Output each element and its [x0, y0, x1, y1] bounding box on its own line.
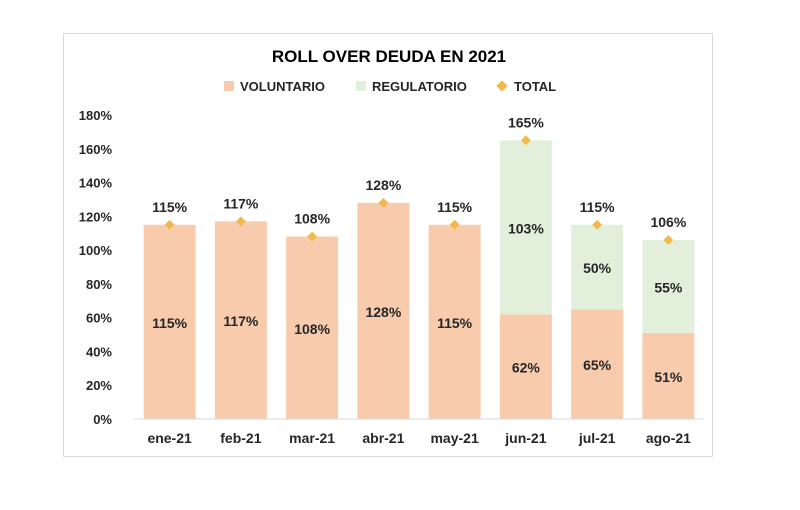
- total-label: 108%: [294, 211, 330, 227]
- bar-voluntario-mar-21: [286, 236, 339, 419]
- y-tick-label: 100%: [79, 243, 113, 258]
- y-tick-label: 40%: [86, 344, 112, 359]
- x-tick-label: jul-21: [578, 430, 616, 446]
- x-tick-label: may-21: [430, 430, 478, 446]
- total-marker-mar-21: [307, 231, 318, 242]
- bar-voluntario-may-21: [428, 224, 481, 419]
- bar-voluntario-ago-21: [642, 332, 695, 419]
- total-marker-feb-21: [235, 216, 246, 227]
- total-label: 117%: [223, 195, 259, 211]
- data-label-voluntario: 115%: [437, 315, 473, 331]
- legend-marker-total: [496, 80, 508, 92]
- total-marker-jul-21: [592, 219, 603, 230]
- total-label: 115%: [580, 199, 616, 215]
- bars: [143, 140, 695, 419]
- y-tick-label: 180%: [79, 108, 113, 123]
- legend-label-regulatorio: REGULATORIO: [372, 79, 467, 94]
- legend-swatch-regulatorio: [356, 81, 366, 91]
- y-tick-label: 20%: [86, 378, 112, 393]
- y-tick-label: 0%: [93, 412, 112, 427]
- data-label-voluntario: 117%: [223, 313, 259, 329]
- bar-voluntario-feb-21: [214, 221, 267, 419]
- x-tick-label: feb-21: [220, 430, 261, 446]
- total-marker-may-21: [449, 219, 460, 230]
- x-tick-label: ago-21: [646, 430, 691, 446]
- bar-regulatorio-jul-21: [571, 224, 624, 310]
- data-label-regulatorio: 55%: [654, 279, 683, 295]
- total-label: 128%: [365, 177, 401, 193]
- data-label-regulatorio: 50%: [583, 260, 612, 276]
- x-tick-label: abr-21: [362, 430, 404, 446]
- bar-labels: 115% 117% 108% 128% 115% 62% 103% 65% 50% 51% 55%: [152, 220, 683, 385]
- data-label-voluntario: 108%: [294, 321, 330, 337]
- total-marker-ago-21: [663, 235, 674, 245]
- y-tick-label: 140%: [79, 176, 113, 191]
- total-marker-ene-21: [164, 219, 175, 230]
- chart-svg: ROLL OVER DEUDA EN 2021 VOLUNTARIO REGULA…: [79, 47, 704, 446]
- data-label-voluntario: 51%: [654, 369, 683, 385]
- x-tick-label: jun-21: [504, 430, 546, 446]
- data-label-voluntario: 65%: [583, 357, 612, 373]
- bar-voluntario-jun-21: [499, 314, 552, 419]
- bar-voluntario-abr-21: [357, 202, 410, 419]
- chart-title: ROLL OVER DEUDA EN 2021: [272, 47, 506, 66]
- y-tick-label: 120%: [79, 209, 113, 224]
- total-label: 115%: [152, 199, 188, 215]
- legend: VOLUNTARIO REGULATORIO TOTAL: [224, 79, 556, 94]
- data-label-regulatorio: 103%: [508, 220, 544, 236]
- bar-voluntario-jul-21: [571, 309, 624, 419]
- x-tick-label: mar-21: [289, 430, 335, 446]
- data-label-voluntario: 115%: [152, 315, 188, 331]
- total-marker-jun-21: [520, 135, 531, 146]
- total-label: 106%: [650, 214, 686, 230]
- x-tick-label: ene-21: [147, 430, 192, 446]
- total-markers: 115% 117% 108% 128% 115% 165% 115% 106%: [152, 114, 687, 245]
- legend-swatch-voluntario: [224, 81, 234, 91]
- x-axis: ene-21 feb-21 mar-21 abr-21 may-21 jun-21 jul-…: [134, 418, 704, 446]
- total-label: 165%: [508, 114, 544, 130]
- data-label-voluntario: 62%: [512, 360, 541, 376]
- chart-frame: ROLL OVER DEUDA EN 2021 VOLUNTARIO REGULA…: [63, 33, 713, 457]
- y-tick-label: 160%: [79, 142, 113, 157]
- legend-label-total: TOTAL: [514, 79, 556, 94]
- y-tick-label: 60%: [86, 311, 112, 326]
- y-axis: 0% 20% 40% 60% 80% 100% 120% 140% 160% 180%: [79, 108, 113, 427]
- bar-regulatorio-ago-21: [642, 239, 695, 333]
- bar-regulatorio-jun-21: [499, 140, 552, 315]
- bar-voluntario-ene-21: [143, 224, 196, 419]
- data-label-voluntario: 128%: [365, 304, 401, 320]
- total-marker-abr-21: [378, 197, 389, 208]
- legend-label-voluntario: VOLUNTARIO: [240, 79, 325, 94]
- total-label: 115%: [437, 199, 473, 215]
- y-tick-label: 80%: [86, 277, 112, 292]
